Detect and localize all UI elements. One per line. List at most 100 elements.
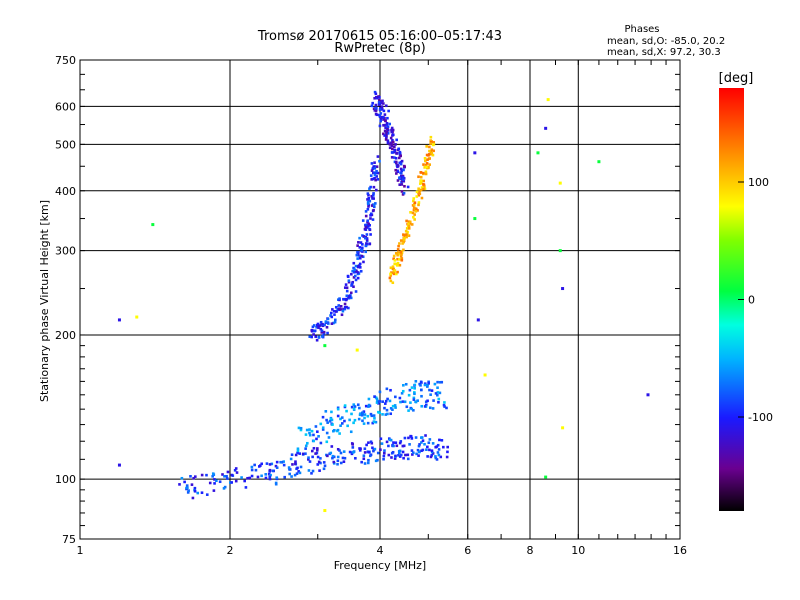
echo-point [117,318,121,322]
echo-point [283,475,286,479]
echo-point [205,493,209,496]
echo-point [384,138,388,141]
echo-point [423,166,426,169]
echo-point [357,417,361,421]
echo-point [423,187,427,191]
echo-point [361,419,364,423]
echo-point [422,163,425,166]
echo-point [389,279,393,283]
echo-point [413,218,416,221]
echo-point [365,223,369,227]
echo-point [392,444,395,448]
echo-point [379,112,383,115]
echo-point [412,197,416,200]
echo-point [424,434,427,437]
echo-point [302,452,305,456]
echo-point [319,327,323,331]
echo-point [406,453,410,457]
echo-point [391,128,395,132]
echo-point [558,249,562,253]
echo-point [429,142,432,145]
echo-point [375,175,378,178]
echo-point [326,321,330,324]
echo-point [226,470,230,474]
echo-point [324,410,328,413]
echo-point [380,116,384,119]
echo-point [378,115,382,119]
echo-point [380,105,384,108]
echo-point [445,406,448,410]
echo-point [413,391,416,394]
echo-point [340,422,344,425]
echo-point [419,188,423,192]
echo-point [426,158,429,161]
echo-point [394,441,398,445]
echo-point [382,118,386,121]
echo-point [412,203,416,206]
echo-point [394,160,398,164]
echo-point [356,271,360,274]
echo-point [361,411,364,414]
echo-point [307,458,310,461]
echo-point [254,468,258,472]
echo-point [347,280,351,284]
echo-point [347,279,351,283]
echo-point [269,473,272,477]
echo-point [384,413,388,416]
echo-point [294,460,297,463]
echo-point [401,444,405,448]
echo-point [393,262,397,266]
echo-point [393,145,396,149]
echo-point [425,165,428,169]
echo-point [354,290,358,293]
echo-point [378,124,382,128]
echo-point [308,433,312,437]
y-tick-label: 400 [55,185,76,198]
echo-point [400,257,404,260]
echo-point [428,438,432,441]
echo-point [369,233,372,236]
echo-point [187,489,190,492]
echo-point [430,148,434,151]
echo-point [378,159,381,163]
echo-point [298,471,302,475]
echo-point [443,405,446,408]
echo-point [371,194,375,197]
echo-point [316,322,320,326]
echo-point [391,265,395,268]
echo-point [294,462,297,466]
echo-point [376,451,380,455]
echo-point [438,391,442,395]
echo-point [359,269,363,273]
echo-point [386,132,390,135]
chart-subtitle: RwPretec (8p) [334,41,425,56]
echo-point [288,467,291,471]
echo-point [473,217,477,221]
echo-point [421,448,425,452]
echo-point [430,454,434,457]
echo-point [235,471,239,474]
echo-point [394,252,398,255]
echo-point [378,95,381,99]
echo-point [369,214,372,217]
echo-point [373,395,376,398]
echo-point [322,467,326,471]
echo-point [343,419,346,423]
echo-point [369,412,373,416]
echo-point [193,489,197,493]
echo-point [356,403,360,407]
echo-point [423,156,427,160]
echo-point [343,405,347,409]
echo-point [419,384,422,387]
echo-point [417,193,421,197]
echo-point [275,476,279,480]
echo-point [359,241,363,244]
echo-point [246,476,249,480]
echo-point [408,443,411,446]
echo-point [395,444,399,448]
y-tick-label: 75 [62,533,76,546]
echo-point [352,285,355,289]
echo-point [310,472,313,475]
echo-point [323,464,327,468]
echo-point [401,175,405,179]
